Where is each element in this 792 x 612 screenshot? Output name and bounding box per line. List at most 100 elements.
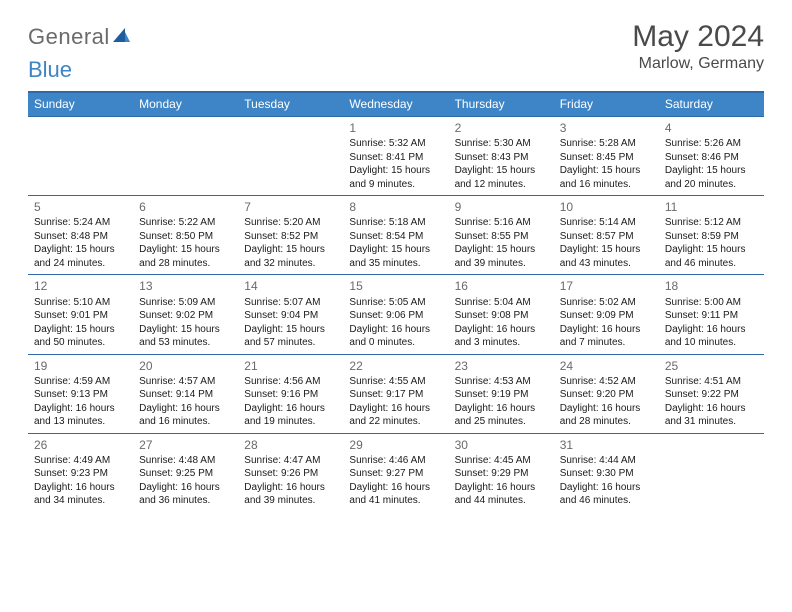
daylight-line: Daylight: 16 hours and 0 minutes. [349,323,442,350]
daylight-line: Daylight: 15 hours and 9 minutes. [349,164,442,191]
day-number: 1 [349,120,442,136]
logo-word-2: Blue [28,57,72,83]
calendar-day: 27Sunrise: 4:48 AMSunset: 9:25 PMDayligh… [133,434,238,512]
sunset-line: Sunset: 8:50 PM [139,230,232,244]
daylight-line: Daylight: 15 hours and 35 minutes. [349,243,442,270]
day-number: 14 [244,278,337,294]
sunset-line: Sunset: 9:13 PM [34,388,127,402]
day-number: 30 [455,437,548,453]
calendar-day: 6Sunrise: 5:22 AMSunset: 8:50 PMDaylight… [133,196,238,274]
calendar-day: 4Sunrise: 5:26 AMSunset: 8:46 PMDaylight… [659,117,764,195]
logo-word-1: General [28,24,110,50]
calendar-day: 8Sunrise: 5:18 AMSunset: 8:54 PMDaylight… [343,196,448,274]
day-number: 2 [455,120,548,136]
day-number: 4 [665,120,758,136]
day-number: 24 [560,358,653,374]
sunrise-line: Sunrise: 5:26 AM [665,137,758,151]
calendar-day: 19Sunrise: 4:59 AMSunset: 9:13 PMDayligh… [28,355,133,433]
sunrise-line: Sunrise: 5:05 AM [349,296,442,310]
daylight-line: Daylight: 16 hours and 34 minutes. [34,481,127,508]
sunset-line: Sunset: 9:11 PM [665,309,758,323]
calendar-day: 21Sunrise: 4:56 AMSunset: 9:16 PMDayligh… [238,355,343,433]
day-number: 8 [349,199,442,215]
daylight-line: Daylight: 16 hours and 39 minutes. [244,481,337,508]
daylight-line: Daylight: 16 hours and 28 minutes. [560,402,653,429]
daylight-line: Daylight: 16 hours and 31 minutes. [665,402,758,429]
month-title: May 2024 [632,20,764,53]
calendar-day-empty [659,434,764,512]
sunset-line: Sunset: 9:17 PM [349,388,442,402]
sunrise-line: Sunrise: 5:14 AM [560,216,653,230]
daylight-line: Daylight: 15 hours and 57 minutes. [244,323,337,350]
day-number: 20 [139,358,232,374]
daylight-line: Daylight: 15 hours and 50 minutes. [34,323,127,350]
day-number: 29 [349,437,442,453]
day-number: 12 [34,278,127,294]
sunset-line: Sunset: 8:41 PM [349,151,442,165]
calendar-day: 9Sunrise: 5:16 AMSunset: 8:55 PMDaylight… [449,196,554,274]
dayhead-tue: Tuesday [238,93,343,116]
sunset-line: Sunset: 9:19 PM [455,388,548,402]
sunset-line: Sunset: 9:06 PM [349,309,442,323]
sunrise-line: Sunrise: 4:53 AM [455,375,548,389]
sunrise-line: Sunrise: 5:04 AM [455,296,548,310]
sunset-line: Sunset: 9:29 PM [455,467,548,481]
calendar-day: 2Sunrise: 5:30 AMSunset: 8:43 PMDaylight… [449,117,554,195]
dayhead-fri: Friday [554,93,659,116]
day-number: 13 [139,278,232,294]
calendar-page: General May 2024 Marlow, Germany Blue Su… [0,0,792,612]
calendar-day: 15Sunrise: 5:05 AMSunset: 9:06 PMDayligh… [343,275,448,353]
day-number: 10 [560,199,653,215]
day-number: 28 [244,437,337,453]
sunrise-line: Sunrise: 4:57 AM [139,375,232,389]
sunset-line: Sunset: 9:04 PM [244,309,337,323]
sunset-line: Sunset: 8:57 PM [560,230,653,244]
day-number: 26 [34,437,127,453]
dayhead-sat: Saturday [659,93,764,116]
calendar-day: 17Sunrise: 5:02 AMSunset: 9:09 PMDayligh… [554,275,659,353]
daylight-line: Daylight: 16 hours and 16 minutes. [139,402,232,429]
sunset-line: Sunset: 9:30 PM [560,467,653,481]
calendar-day: 28Sunrise: 4:47 AMSunset: 9:26 PMDayligh… [238,434,343,512]
calendar-day-empty [28,117,133,195]
sunrise-line: Sunrise: 4:48 AM [139,454,232,468]
day-number: 18 [665,278,758,294]
calendar-week: 5Sunrise: 5:24 AMSunset: 8:48 PMDaylight… [28,195,764,274]
sunset-line: Sunset: 9:16 PM [244,388,337,402]
calendar-day-empty [133,117,238,195]
daylight-line: Daylight: 15 hours and 43 minutes. [560,243,653,270]
calendar-day-empty [238,117,343,195]
daylight-line: Daylight: 16 hours and 44 minutes. [455,481,548,508]
sunset-line: Sunset: 8:48 PM [34,230,127,244]
sunrise-line: Sunrise: 5:10 AM [34,296,127,310]
calendar-week: 12Sunrise: 5:10 AMSunset: 9:01 PMDayligh… [28,274,764,353]
sunrise-line: Sunrise: 5:02 AM [560,296,653,310]
daylight-line: Daylight: 16 hours and 22 minutes. [349,402,442,429]
sunrise-line: Sunrise: 5:30 AM [455,137,548,151]
sunrise-line: Sunrise: 4:46 AM [349,454,442,468]
sunset-line: Sunset: 9:22 PM [665,388,758,402]
sunrise-line: Sunrise: 4:49 AM [34,454,127,468]
sunrise-line: Sunrise: 4:59 AM [34,375,127,389]
calendar-day: 16Sunrise: 5:04 AMSunset: 9:08 PMDayligh… [449,275,554,353]
day-number: 11 [665,199,758,215]
daylight-line: Daylight: 16 hours and 19 minutes. [244,402,337,429]
calendar-day: 11Sunrise: 5:12 AMSunset: 8:59 PMDayligh… [659,196,764,274]
daylight-line: Daylight: 16 hours and 10 minutes. [665,323,758,350]
daylight-line: Daylight: 15 hours and 24 minutes. [34,243,127,270]
sunset-line: Sunset: 9:08 PM [455,309,548,323]
dayhead-wed: Wednesday [343,93,448,116]
daylight-line: Daylight: 16 hours and 3 minutes. [455,323,548,350]
day-number: 17 [560,278,653,294]
daylight-line: Daylight: 15 hours and 20 minutes. [665,164,758,191]
calendar-week: 1Sunrise: 5:32 AMSunset: 8:41 PMDaylight… [28,116,764,195]
sunset-line: Sunset: 9:27 PM [349,467,442,481]
dayhead-thu: Thursday [449,93,554,116]
calendar-day: 5Sunrise: 5:24 AMSunset: 8:48 PMDaylight… [28,196,133,274]
sunset-line: Sunset: 9:01 PM [34,309,127,323]
sunrise-line: Sunrise: 5:24 AM [34,216,127,230]
sunrise-line: Sunrise: 5:12 AM [665,216,758,230]
day-number: 27 [139,437,232,453]
location-title: Marlow, Germany [632,55,764,73]
day-number: 3 [560,120,653,136]
